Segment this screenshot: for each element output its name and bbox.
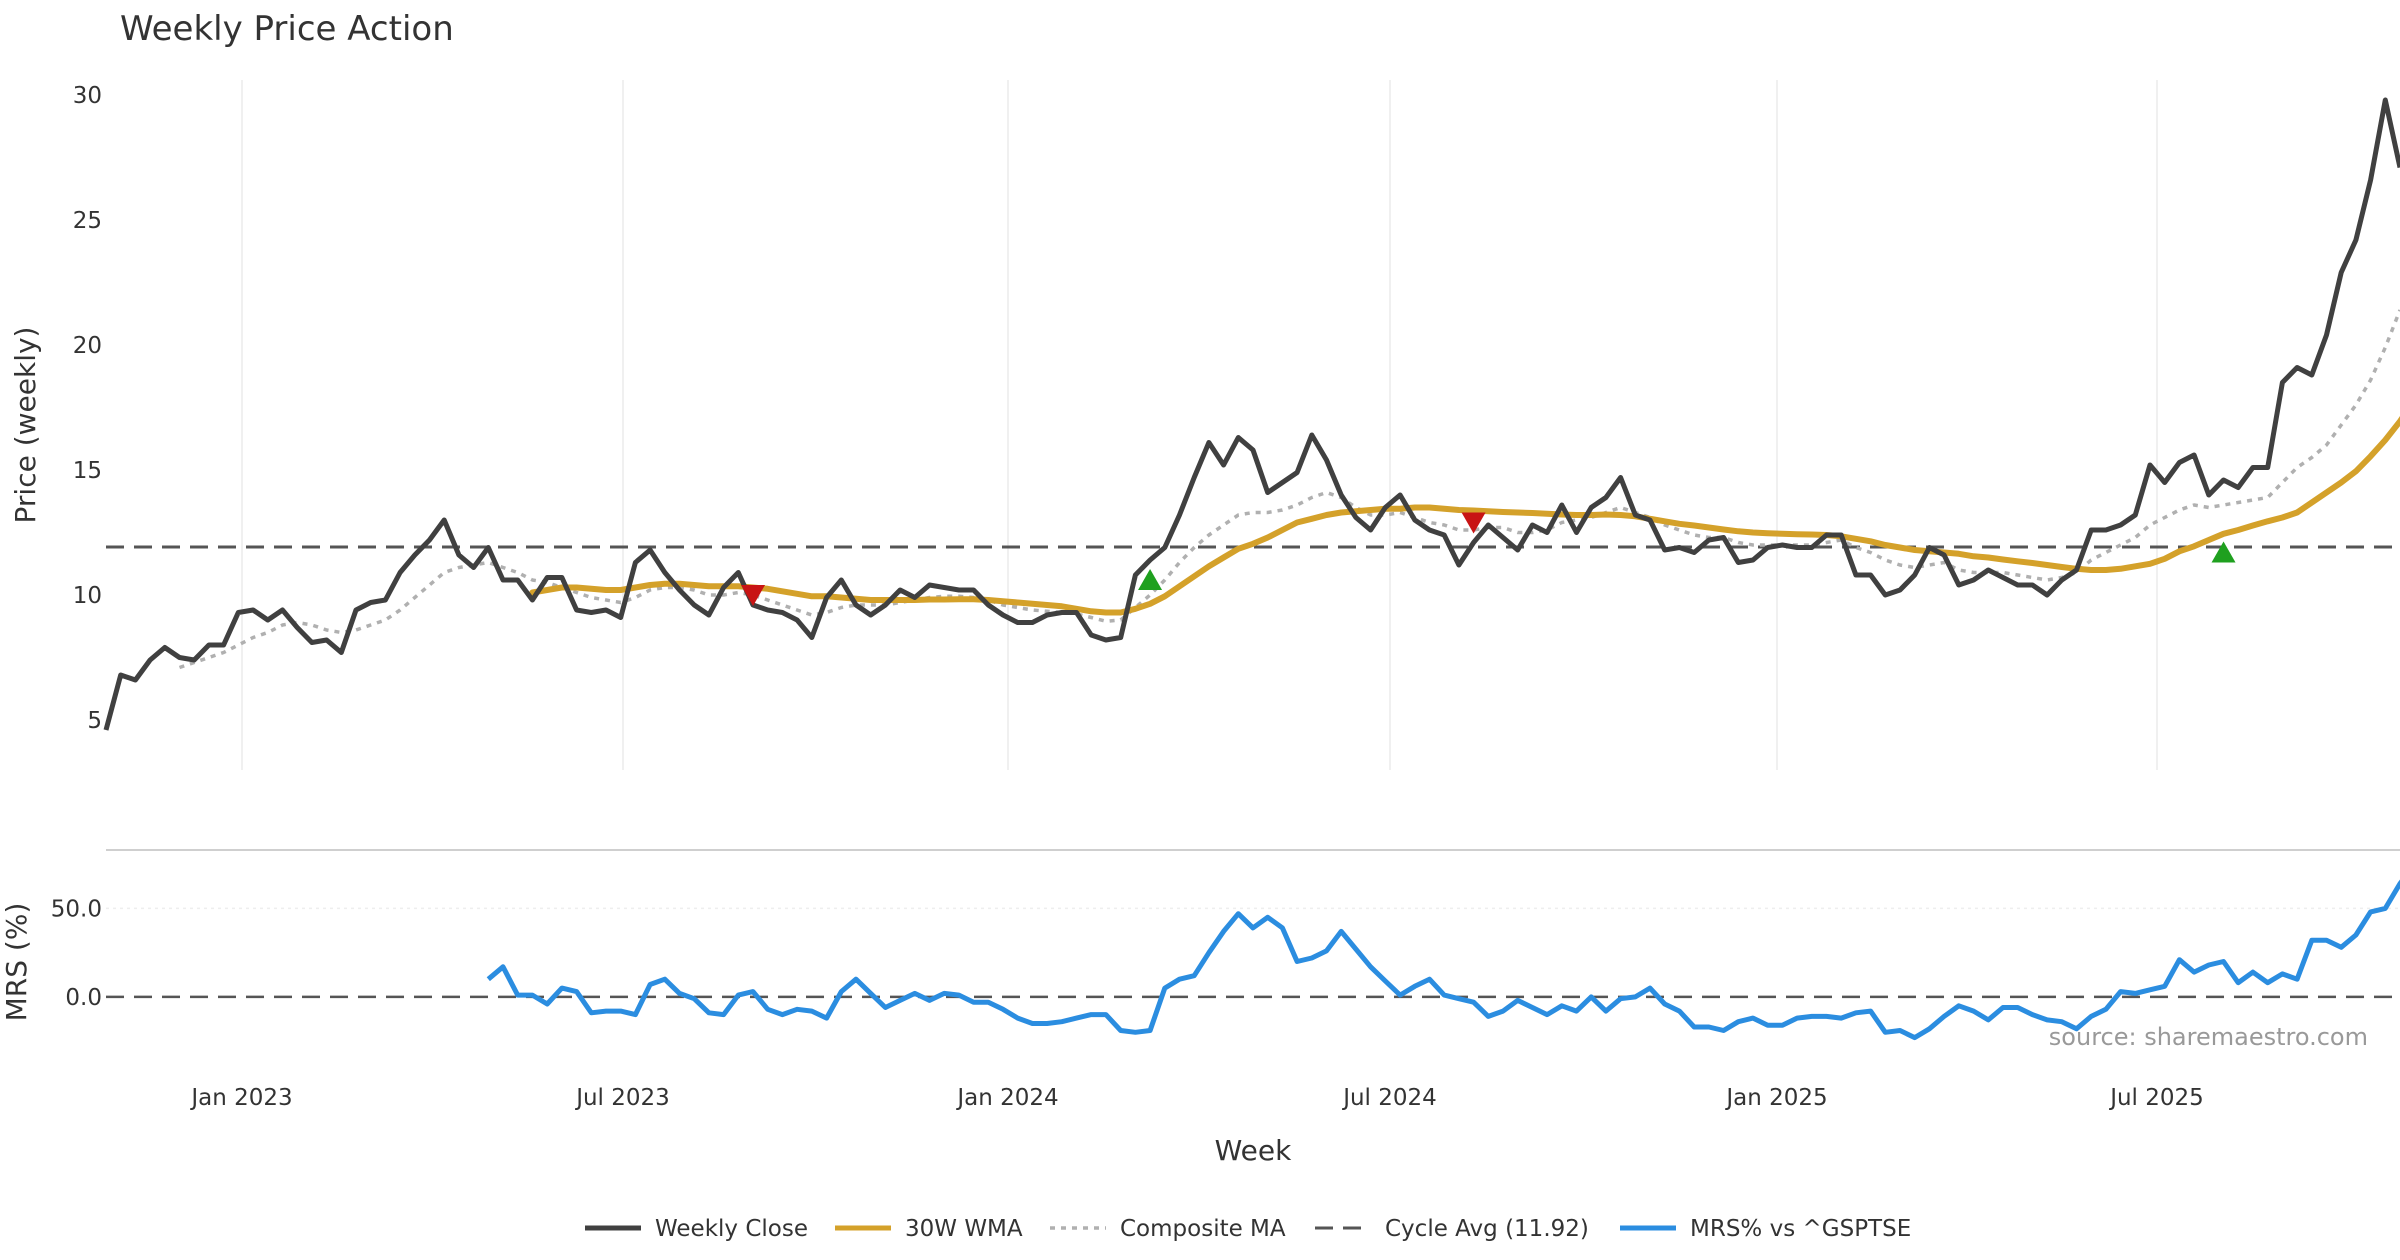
legend-label-cycle: Cycle Avg (11.92)	[1385, 1216, 1589, 1242]
mrs-y-axis-label: MRS (%)	[0, 903, 33, 1022]
x-tick-0: Jan 2023	[189, 1085, 292, 1111]
price-y-tick-15: 15	[73, 458, 102, 484]
price-y-tick-20: 20	[73, 333, 102, 359]
buy-signal-marker-1	[1138, 569, 1163, 590]
x-tick-1: Jul 2023	[574, 1085, 670, 1111]
x-tick-5: Jul 2025	[2108, 1085, 2204, 1111]
x-tick-2: Jan 2024	[955, 1085, 1058, 1111]
mrs-y-tick-0: 0.0	[65, 985, 102, 1011]
sell-signal-marker-0	[741, 585, 766, 606]
signal-markers-layer	[741, 512, 2236, 606]
grid-layer	[106, 80, 2400, 910]
composite-ma-line	[178, 309, 2400, 670]
source-note: source: sharemaestro.com	[2049, 1023, 2368, 1051]
reference-layer	[106, 545, 2400, 999]
series-layer	[103, 97, 2400, 1041]
legend-label-mrs: MRS% vs ^GSPTSE	[1690, 1216, 1911, 1242]
x-axis-label: Week	[1215, 1134, 1292, 1167]
legend-label-wma: 30W WMA	[905, 1216, 1023, 1242]
price-y-axis-label: Price (weekly)	[9, 327, 42, 524]
x-tick-4: Jan 2025	[1724, 1085, 1827, 1111]
chart-title: Weekly Price Action	[120, 9, 454, 49]
weekly-close-line	[103, 97, 2400, 731]
wma-30-line	[529, 416, 2400, 616]
buy-signal-marker-3	[2211, 541, 2236, 563]
legend: Weekly Close 30W WMA Composite MA Cycle Avg…	[585, 1216, 1911, 1242]
tick-labels-layer: 5 10 15 20 25 30 0.0 50.0 Jan 2023 Jul 2023 Jan 20…	[51, 83, 2204, 1111]
price-y-tick-30: 30	[73, 83, 102, 109]
legend-label-composite: Composite MA	[1120, 1216, 1286, 1242]
legend-label-close: Weekly Close	[655, 1216, 808, 1242]
sell-signal-marker-2	[1461, 512, 1486, 534]
x-tick-3: Jul 2024	[1341, 1085, 1437, 1111]
price-y-tick-25: 25	[73, 208, 102, 234]
mrs-y-tick-1: 50.0	[51, 896, 102, 922]
price-y-tick-10: 10	[73, 583, 102, 609]
price-y-tick-5: 5	[87, 708, 102, 734]
mrs-line	[486, 879, 2400, 1041]
